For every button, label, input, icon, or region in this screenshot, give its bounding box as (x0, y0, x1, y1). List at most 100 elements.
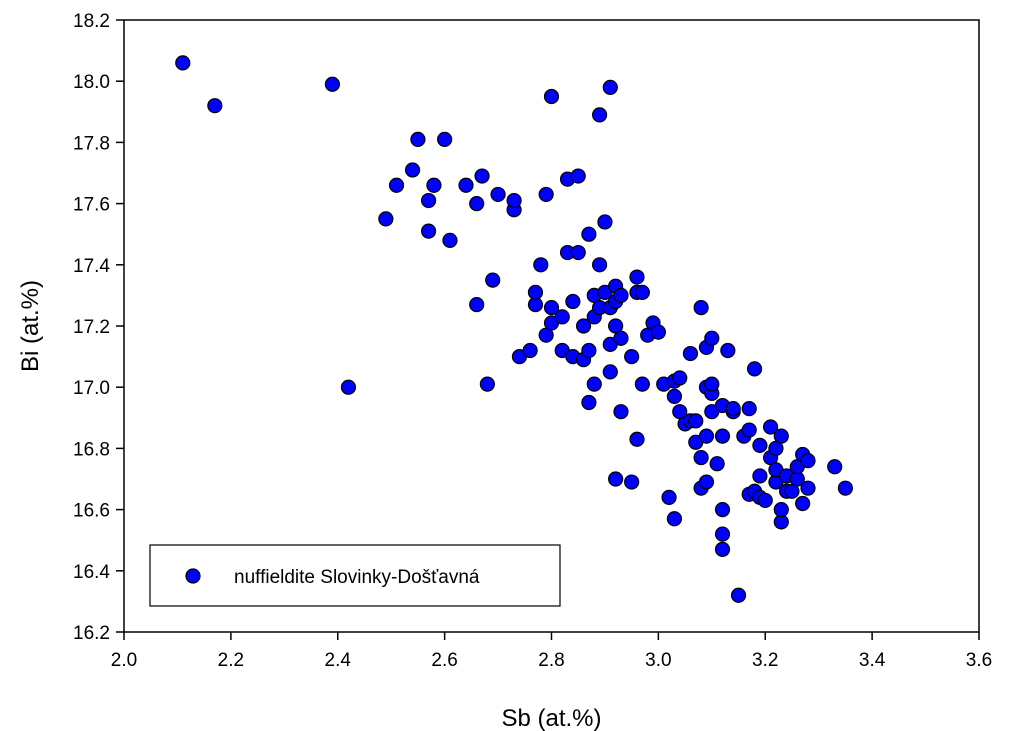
data-point (324, 76, 341, 92)
data-point (543, 300, 560, 316)
y-tick-label: 17.8 (73, 133, 110, 154)
data-point (522, 342, 538, 359)
data-point (410, 131, 426, 147)
data-point (581, 226, 597, 242)
data-point (634, 376, 650, 392)
data-point (800, 480, 816, 496)
data-point (634, 284, 650, 300)
x-tick-label: 3.2 (752, 650, 778, 671)
data-point (762, 419, 779, 435)
data-point (565, 293, 581, 310)
x-tick-label: 2.0 (111, 650, 137, 671)
data-point (404, 162, 421, 178)
x-tick-label: 2.2 (218, 650, 244, 671)
y-tick-label: 18.0 (73, 72, 110, 93)
data-point (538, 186, 554, 203)
data-point (586, 376, 602, 392)
data-point (597, 214, 613, 230)
data-point (693, 300, 709, 316)
y-tick-label: 16.8 (73, 439, 110, 460)
data-point (666, 388, 683, 404)
data-point (693, 449, 709, 466)
data-point (827, 459, 843, 475)
data-point (479, 376, 495, 392)
data-point (426, 177, 442, 193)
data-point (207, 98, 223, 114)
data-point (672, 370, 688, 386)
data-point (570, 244, 586, 261)
data-point (666, 511, 683, 527)
x-tick-label: 2.4 (325, 650, 352, 671)
x-axis-title: Sb (at.%) (501, 705, 601, 731)
data-point (629, 269, 645, 285)
y-tick-label: 17.0 (73, 378, 110, 399)
data-point (437, 131, 453, 147)
data-point (420, 223, 437, 239)
data-point (752, 437, 768, 453)
data-point (800, 453, 816, 469)
y-axis-title: Bi (at.%) (17, 280, 44, 372)
data-point (698, 428, 715, 444)
data-point (714, 541, 731, 557)
data-point (340, 379, 357, 395)
data-point (474, 168, 490, 184)
data-point (570, 168, 586, 184)
legend-label: nuffieldite Slovinky-Došťavná (234, 567, 480, 588)
data-point (714, 428, 731, 444)
data-point (608, 471, 624, 487)
data-point (741, 401, 757, 417)
data-point (527, 284, 544, 300)
y-tick-label: 16.4 (73, 562, 110, 583)
data-point (469, 296, 485, 313)
data-point (613, 287, 629, 303)
data-point (730, 587, 747, 603)
x-tick-label: 3.4 (859, 650, 886, 671)
data-point (575, 318, 592, 334)
data-point (837, 480, 854, 496)
data-point (490, 186, 506, 203)
data-point (613, 330, 629, 346)
data-point (581, 342, 597, 359)
legend: nuffieldite Slovinky-Došťavná (149, 544, 561, 607)
data-point (704, 376, 720, 392)
y-tick-label: 17.2 (73, 317, 110, 338)
x-axis: 2.0 2.2 2.4 2.6 2.8 3.0 3.2 3.4 3.6 (111, 632, 992, 671)
data-point (741, 422, 757, 438)
data-point (629, 431, 645, 447)
y-axis: 16.2 16.4 16.6 16.8 17.0 17.2 17.4 17.6 17.8 18.0… (73, 11, 124, 644)
data-point (613, 404, 629, 420)
data-point (602, 79, 618, 95)
x-tick-label: 2.6 (431, 650, 457, 671)
data-point (581, 394, 597, 411)
data-point (420, 192, 437, 209)
data-point (624, 349, 640, 365)
data-point (458, 177, 474, 193)
data-points (175, 55, 854, 603)
data-point (543, 88, 560, 105)
data-point (682, 345, 699, 362)
y-tick-label: 17.6 (73, 195, 110, 216)
data-point (602, 364, 618, 380)
data-point (757, 492, 773, 509)
x-tick-label: 2.8 (538, 650, 564, 671)
data-point (752, 468, 768, 484)
data-point (533, 257, 549, 273)
data-point (714, 502, 731, 518)
data-point (746, 361, 763, 377)
data-point (485, 272, 501, 288)
data-point (773, 428, 789, 444)
data-point (720, 342, 736, 359)
data-point (442, 232, 458, 248)
data-point (469, 196, 485, 212)
data-point (650, 324, 666, 340)
legend-box (149, 544, 561, 607)
y-tick-label: 17.4 (73, 256, 110, 277)
data-point (725, 401, 741, 417)
data-point (709, 456, 725, 472)
data-point (698, 474, 715, 490)
data-point (714, 526, 731, 542)
x-tick-label: 3.6 (966, 650, 992, 671)
data-point (506, 192, 522, 209)
data-point (378, 211, 394, 227)
